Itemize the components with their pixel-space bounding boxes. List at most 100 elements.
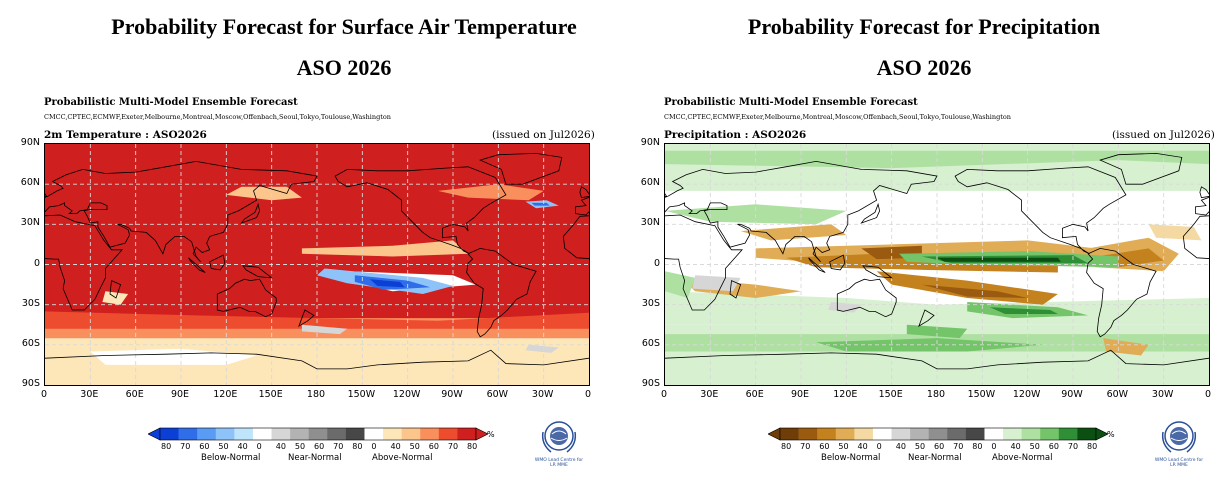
- coastlines: [665, 152, 1209, 370]
- colorbar-swatch: [928, 428, 948, 440]
- coastline: [918, 309, 935, 328]
- colorbar-swatch: [1021, 428, 1041, 440]
- colorbar-tick-label: 80: [972, 442, 983, 451]
- precipitation-category-below: Below-Normal: [821, 453, 881, 463]
- colorbar-tick-label: 60: [934, 442, 945, 451]
- coastline: [860, 202, 881, 224]
- colorbar-swatch: [308, 428, 328, 440]
- graticule: [45, 144, 589, 385]
- colorbar-swatch: [984, 428, 1004, 440]
- precipitation-colorbar-unit: %: [1107, 430, 1115, 439]
- lat-label: 60N: [640, 177, 660, 189]
- graticule: [665, 144, 1209, 385]
- lon-label: 150E: [878, 389, 903, 400]
- lon-label: 30E: [80, 389, 99, 400]
- probability-region: [1103, 338, 1149, 356]
- probability-region: [369, 279, 405, 288]
- colorbar-tick-label: 50: [218, 442, 229, 451]
- lon-label: 60W: [1106, 389, 1129, 400]
- colorbar-tick-label: 60: [199, 442, 210, 451]
- colorbar-tick-label: 70: [447, 442, 459, 451]
- lon-label: 150W: [347, 389, 376, 400]
- lon-label: 0: [40, 389, 48, 400]
- colorbar-max-arrow: [1095, 427, 1109, 441]
- wmo-logo-icon: [538, 418, 580, 463]
- coastline: [240, 202, 261, 224]
- coastline: [862, 265, 894, 279]
- colorbar-swatch: [457, 428, 477, 440]
- colorbar-tick-label: 0: [256, 442, 262, 451]
- coastline: [836, 278, 897, 318]
- lat-label: 30N: [20, 217, 40, 229]
- lon-label: 90W: [1061, 389, 1083, 400]
- logo-caption-line1: WMO Lead Centre for: [534, 458, 584, 463]
- probability-region: [816, 338, 1043, 352]
- coastline: [188, 257, 206, 273]
- lon-label: 0: [1204, 389, 1212, 400]
- logo-caption-line1: WMO Lead Centre for: [1154, 458, 1204, 463]
- wmo-logo-caption: WMO Lead Centre for LR MME: [529, 458, 589, 468]
- colorbar-max-arrow: [475, 427, 489, 441]
- colorbar-swatch: [197, 428, 217, 440]
- probability-region: [989, 307, 1058, 314]
- colorbar-swatch: [420, 428, 440, 440]
- colorbar-swatch: [290, 428, 310, 440]
- logo-caption-line2: LR MME: [550, 463, 568, 468]
- coastline: [45, 160, 318, 263]
- colorbar-tick-label: 70: [180, 442, 191, 451]
- coastline: [216, 278, 277, 318]
- probability-region: [692, 275, 741, 292]
- coastline: [334, 166, 507, 255]
- colorbar-tick-label: 70: [333, 442, 344, 451]
- lat-label: 30S: [641, 297, 660, 309]
- colorbar-tick-label: 70: [1067, 442, 1079, 451]
- colorbar-swatch: [234, 428, 254, 440]
- colorbar-swatch: [798, 428, 818, 440]
- colorbar-swatch: [910, 428, 930, 440]
- colorbar-tick-label: 60: [819, 442, 830, 451]
- precipitation-model-title: Probabilistic Multi-Model Ensemble Forec…: [664, 97, 918, 108]
- colorbar-tick-label: 50: [409, 442, 420, 451]
- colorbar-swatch: [178, 428, 198, 440]
- temperature-category-above: Above-Normal: [372, 453, 433, 463]
- temperature-issued: (issued on Jul2026): [492, 129, 595, 141]
- lon-label: 90W: [441, 389, 463, 400]
- colorbar-tick-label: 40: [275, 442, 286, 451]
- lon-label: 0: [660, 389, 668, 400]
- temperature-map: [44, 143, 590, 386]
- lon-label: 30W: [1151, 389, 1174, 400]
- lon-label: 30E: [700, 389, 719, 400]
- temperature-panel: Probability Forecast for Surface Air Tem…: [20, 14, 595, 468]
- probability-region: [1148, 224, 1202, 241]
- lat-label: 0: [653, 257, 660, 269]
- lat-label: 90N: [20, 137, 40, 148]
- colorbar-tick-label: 0: [991, 442, 997, 451]
- lat-label: 60S: [21, 337, 40, 349]
- colorbar-min-arrow: [147, 427, 161, 441]
- probability-region: [921, 284, 1028, 298]
- colorbar-swatch: [438, 428, 458, 440]
- colorbar-swatch: [215, 428, 235, 440]
- lat-label: 30N: [640, 217, 660, 229]
- temperature-category-below: Below-Normal: [201, 453, 261, 463]
- probability-region: [785, 253, 1058, 273]
- probability-region: [906, 324, 968, 339]
- colorbar-swatch: [854, 428, 874, 440]
- colorbar-tick-label: 60: [314, 442, 325, 451]
- probability-region: [937, 257, 1061, 262]
- precipitation-issued: (issued on Jul2026): [1112, 129, 1215, 141]
- colorbar-tick-label: 40: [895, 442, 906, 451]
- colorbar-tick-label: 40: [237, 442, 248, 451]
- temperature-centres: CMCC,CPTEC,ECMWF,Exeter,Melbourne,Montre…: [44, 113, 391, 121]
- colorbar-swatch: [364, 428, 384, 440]
- colorbar-swatch: [965, 428, 985, 440]
- coastline: [729, 280, 742, 299]
- colorbar-tick-label: 80: [352, 442, 363, 451]
- lon-label: 150W: [967, 389, 996, 400]
- probability-region: [531, 202, 550, 206]
- lat-label: 60N: [20, 177, 40, 189]
- coastline: [665, 160, 938, 263]
- temperature-category-near: Near-Normal: [288, 453, 342, 463]
- coastline: [1199, 186, 1209, 199]
- probability-region: [226, 186, 302, 201]
